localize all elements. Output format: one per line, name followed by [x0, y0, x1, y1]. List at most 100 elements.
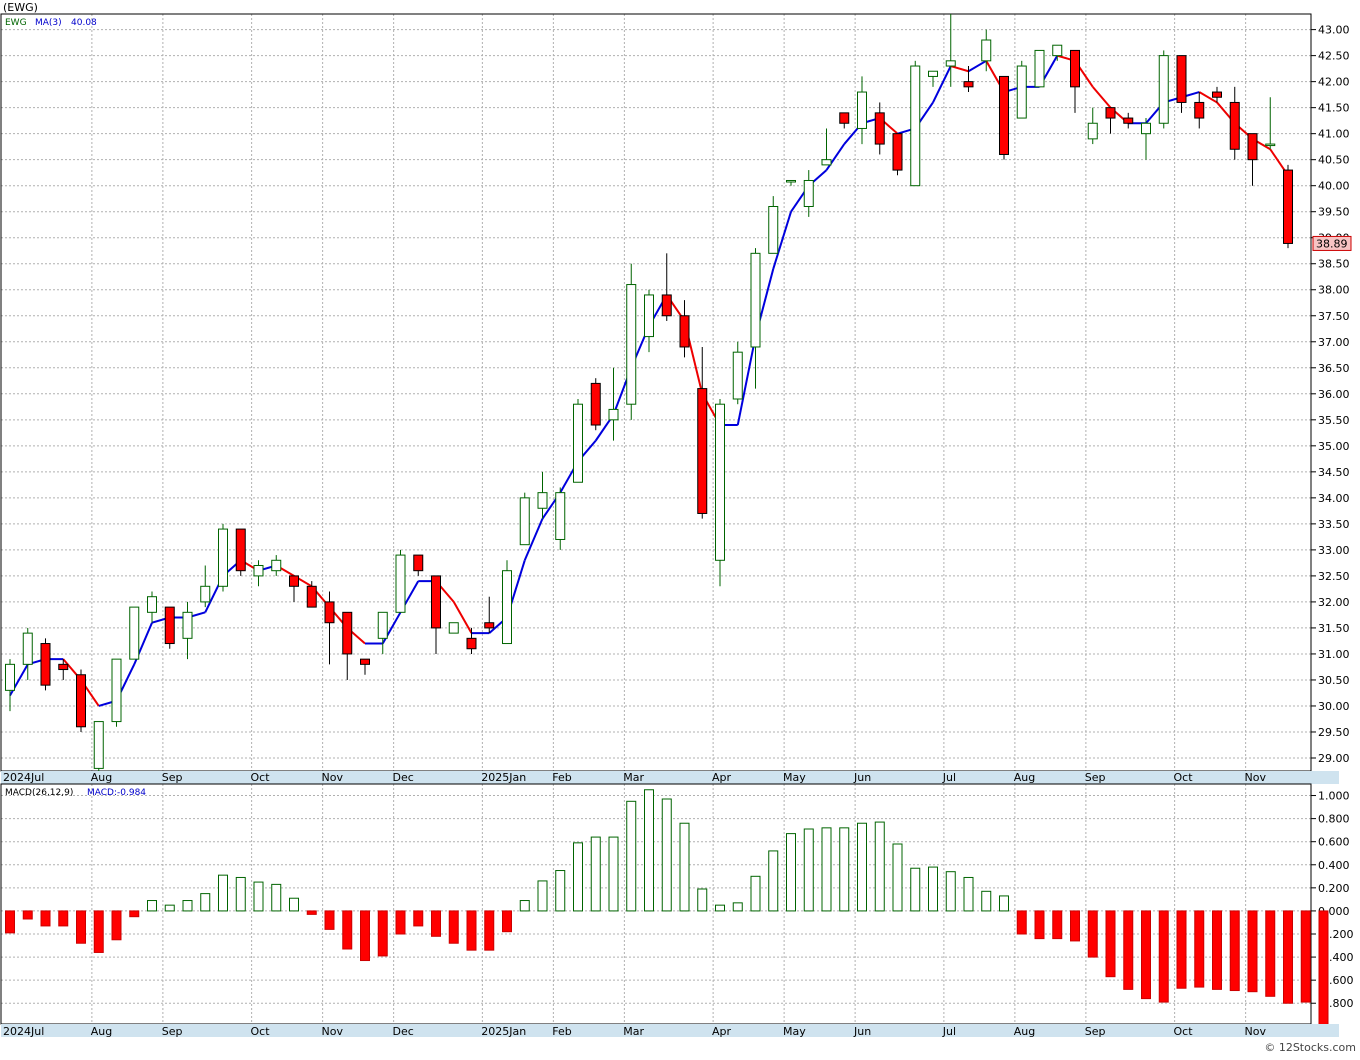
candle — [271, 555, 282, 576]
macd-bar — [697, 888, 708, 912]
candle-body — [519, 497, 530, 546]
macd-bar — [93, 910, 104, 953]
candle — [218, 523, 228, 592]
macd-bar — [1087, 910, 1098, 958]
macd-bar — [1283, 910, 1293, 1004]
candlestick-series — [5, 14, 1293, 771]
price-tick-label: 29.00 — [1318, 752, 1350, 765]
symbol-label: (EWG) — [3, 1, 38, 14]
candle-body — [289, 575, 299, 587]
date-label-top: Mar — [623, 771, 644, 784]
candle-body — [981, 39, 992, 62]
candle — [732, 341, 743, 405]
ma3-segment — [452, 601, 473, 634]
candle — [431, 575, 441, 654]
macd-bar — [76, 910, 86, 944]
macd-bar — [1052, 910, 1063, 940]
macd-bar — [1318, 910, 1329, 1025]
macd-bar — [1105, 910, 1116, 978]
date-label-bottom: 2024Jul — [3, 1025, 44, 1038]
macd-bar — [999, 895, 1009, 912]
price-tick-label: 29.50 — [1318, 726, 1350, 739]
price-tick-label: 32.00 — [1318, 596, 1350, 609]
candle — [715, 399, 725, 587]
macd-bar — [502, 910, 512, 933]
price-tick-label: 33.50 — [1318, 518, 1350, 531]
macd-bar — [732, 902, 743, 912]
date-label-top: Aug — [1014, 771, 1035, 784]
date-label-top: Apr — [712, 771, 732, 784]
candle-body — [626, 284, 637, 405]
candle — [377, 611, 388, 654]
macd-bar — [803, 828, 814, 912]
date-label-bottom: Sep — [162, 1025, 183, 1038]
ma3-segment — [1198, 91, 1218, 104]
date-label-top: Jun — [853, 771, 871, 784]
candle-body — [342, 611, 353, 655]
price-tick-label: 40.50 — [1318, 154, 1350, 167]
candle — [164, 606, 175, 649]
candle-body — [732, 351, 743, 400]
macd-bar — [377, 910, 388, 957]
candle-body — [999, 75, 1009, 155]
macd-bar — [555, 870, 566, 912]
candle — [129, 606, 140, 660]
date-label-top: Feb — [552, 771, 571, 784]
candle-body — [253, 564, 264, 577]
candle — [448, 622, 459, 634]
candle — [1141, 118, 1151, 160]
date-label-bottom: Jun — [853, 1025, 871, 1038]
candle-body — [147, 596, 157, 613]
candle — [1194, 92, 1205, 129]
date-label-top: Oct — [251, 771, 271, 784]
candle-body — [821, 159, 832, 166]
macd-bar — [413, 910, 424, 927]
candle — [786, 179, 796, 186]
candle — [910, 60, 921, 187]
candle-body — [431, 575, 441, 629]
candle — [821, 128, 832, 166]
price-tick-label: 41.00 — [1318, 128, 1350, 141]
candle-body — [448, 622, 459, 634]
price-grid — [1, 14, 1311, 771]
price-tick-label: 39.50 — [1318, 206, 1350, 219]
price-tick-label: 33.00 — [1318, 544, 1350, 557]
macd-bar — [58, 910, 69, 927]
candle — [289, 575, 299, 602]
price-tick-label: 34.50 — [1318, 466, 1350, 479]
candle-body — [5, 663, 15, 691]
last-price-tag-text: 38.89 — [1316, 237, 1348, 250]
candle-body — [484, 622, 495, 629]
price-y-axis: 29.00 29.50 30.00 30.50 31.00 31.50 32.00 32.50… — [1311, 24, 1350, 765]
date-label-bottom: Aug — [91, 1025, 112, 1038]
macd-bar — [1247, 910, 1258, 993]
macd-tick-label: 0.400 — [1318, 859, 1350, 872]
candle — [76, 669, 86, 732]
candle — [839, 112, 850, 129]
candle-body — [22, 632, 33, 665]
macd-bar — [342, 910, 353, 950]
candle — [1265, 97, 1276, 150]
candle-body — [1141, 122, 1151, 135]
macd-legend-value: MACD:-0.984 — [87, 788, 146, 798]
candle — [1016, 60, 1027, 119]
macd-bar — [1123, 910, 1134, 990]
date-label-bottom: Dec — [393, 1025, 414, 1038]
candle-body — [93, 721, 104, 769]
ma3-segment — [967, 59, 987, 73]
candle — [573, 399, 583, 483]
date-label-top: Sep — [162, 771, 183, 784]
macd-bar — [661, 798, 672, 912]
macd-bar — [324, 910, 335, 930]
candle — [768, 196, 779, 254]
macd-bar — [626, 800, 637, 912]
macd-bar — [218, 874, 228, 912]
macd-bar — [306, 910, 317, 915]
date-label-bottom: 2025Jan — [481, 1025, 526, 1038]
candle-body — [661, 294, 672, 317]
candle — [697, 346, 708, 519]
date-label-top: Sep — [1085, 771, 1106, 784]
candle — [1034, 49, 1045, 88]
